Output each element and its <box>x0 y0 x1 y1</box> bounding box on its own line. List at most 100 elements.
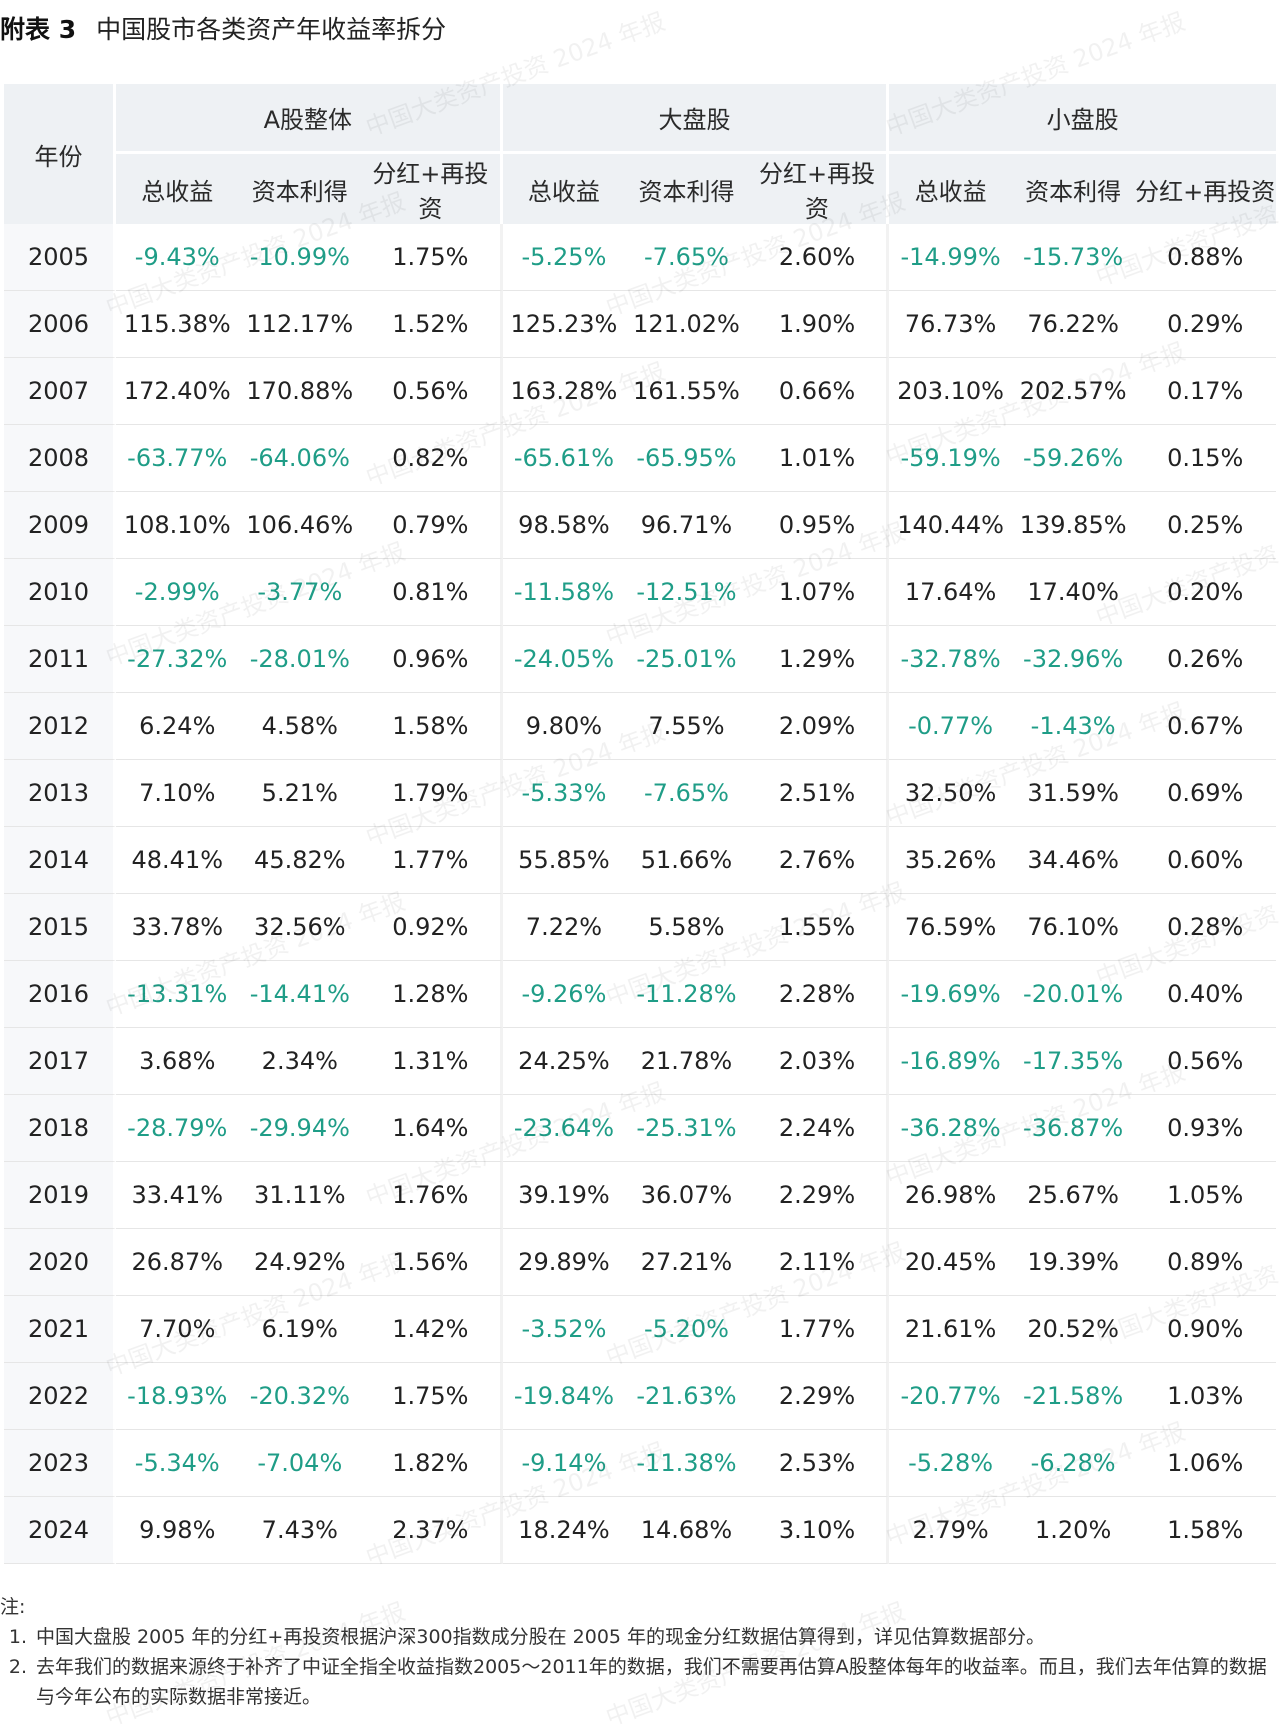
table-row: 2012 6.24% 4.58% 1.58% 9.80% 7.55% 2.09% -0.77%… <box>4 693 1276 760</box>
year-cell: 2009 <box>4 492 116 559</box>
capital-gain-cell: 31.59% <box>1011 760 1135 827</box>
dividend-reinvest-cell: 1.75% <box>361 1363 503 1430</box>
year-cell: 2019 <box>4 1162 116 1229</box>
dividend-reinvest-cell: 1.42% <box>361 1296 503 1363</box>
year-cell: 2018 <box>4 1095 116 1162</box>
capital-gain-cell: 51.66% <box>625 827 748 894</box>
total-return-cell: -20.77% <box>889 1363 1012 1430</box>
note-item: 1. 中国大盘股 2005 年的分红+再投资根据沪深300指数成分股在 2005… <box>0 1622 1276 1652</box>
dividend-reinvest-cell: 1.03% <box>1134 1363 1276 1430</box>
total-return-cell: 20.45% <box>889 1229 1012 1296</box>
year-cell: 2021 <box>4 1296 116 1363</box>
table-row: 2016 -13.31% -14.41% 1.28% -9.26% -11.28% 2.28… <box>4 961 1276 1028</box>
table-row: 2008 -63.77% -64.06% 0.82% -65.61% -65.95% 1.0… <box>4 425 1276 492</box>
dividend-reinvest-cell: 2.28% <box>747 961 890 1028</box>
total-return-cell: -2.99% <box>115 559 239 626</box>
table-row: 2019 33.41% 31.11% 1.76% 39.19% 36.07% 2.29% 26… <box>4 1162 1276 1229</box>
total-return-cell: -16.89% <box>889 1028 1012 1095</box>
capital-gain-cell: 5.58% <box>625 894 748 961</box>
dividend-reinvest-cell: 0.93% <box>1134 1095 1276 1162</box>
total-return-cell: -5.25% <box>502 224 626 291</box>
total-return-cell: 33.78% <box>115 894 239 961</box>
total-return-cell: -36.28% <box>889 1095 1012 1162</box>
subheader-total-return: 总收益 <box>115 154 239 224</box>
dividend-reinvest-cell: 1.77% <box>747 1296 890 1363</box>
dividend-reinvest-cell: 2.24% <box>747 1095 890 1162</box>
table-row: 2023 -5.34% -7.04% 1.82% -9.14% -11.38% 2.53% -… <box>4 1430 1276 1497</box>
capital-gain-cell: -7.04% <box>238 1430 362 1497</box>
capital-gain-cell: 161.55% <box>625 358 748 425</box>
capital-gain-cell: 24.92% <box>238 1229 362 1296</box>
capital-gain-cell: 27.21% <box>625 1229 748 1296</box>
total-return-cell: 172.40% <box>115 358 239 425</box>
capital-gain-cell: -12.51% <box>625 559 748 626</box>
capital-gain-cell: 76.10% <box>1011 894 1135 961</box>
year-cell: 2006 <box>4 291 116 358</box>
capital-gain-cell: 121.02% <box>625 291 748 358</box>
table-row: 2021 7.70% 6.19% 1.42% -3.52% -5.20% 1.77% 21.6… <box>4 1296 1276 1363</box>
note-item: 2. 去年我们的数据来源终于补齐了中证全指全收益指数2005～2011年的数据，… <box>0 1652 1276 1712</box>
total-return-cell: 18.24% <box>502 1497 626 1564</box>
total-return-cell: 26.87% <box>115 1229 239 1296</box>
dividend-reinvest-cell: 0.26% <box>1134 626 1276 693</box>
total-return-cell: 115.38% <box>115 291 239 358</box>
table-number: 附表 3 <box>0 15 77 44</box>
dividend-reinvest-cell: 1.01% <box>747 425 890 492</box>
capital-gain-cell: -20.01% <box>1011 961 1135 1028</box>
capital-gain-cell: 19.39% <box>1011 1229 1135 1296</box>
total-return-cell: 24.25% <box>502 1028 626 1095</box>
capital-gain-cell: -59.26% <box>1011 425 1135 492</box>
total-return-cell: -3.52% <box>502 1296 626 1363</box>
capital-gain-cell: -25.01% <box>625 626 748 693</box>
year-cell: 2023 <box>4 1430 116 1497</box>
table-row: 2022 -18.93% -20.32% 1.75% -19.84% -21.63% 2.2… <box>4 1363 1276 1430</box>
total-return-cell: -9.14% <box>502 1430 626 1497</box>
subheader-total-return: 总收益 <box>889 154 1012 224</box>
capital-gain-cell: 36.07% <box>625 1162 748 1229</box>
total-return-cell: -5.34% <box>115 1430 239 1497</box>
capital-gain-cell: -6.28% <box>1011 1430 1135 1497</box>
total-return-cell: -59.19% <box>889 425 1012 492</box>
capital-gain-cell: -11.28% <box>625 961 748 1028</box>
year-cell: 2015 <box>4 894 116 961</box>
capital-gain-cell: 17.40% <box>1011 559 1135 626</box>
total-return-cell: 32.50% <box>889 760 1012 827</box>
dividend-reinvest-cell: 0.82% <box>361 425 503 492</box>
subheader-dividend-reinvest: 分红+再投资 <box>1134 154 1276 224</box>
dividend-reinvest-cell: 1.07% <box>747 559 890 626</box>
total-return-cell: -32.78% <box>889 626 1012 693</box>
year-column-header: 年份 <box>4 84 116 224</box>
dividend-reinvest-cell: 1.58% <box>361 693 503 760</box>
dividend-reinvest-cell: 0.81% <box>361 559 503 626</box>
subheader-capital-gain: 资本利得 <box>238 154 362 224</box>
total-return-cell: 163.28% <box>502 358 626 425</box>
total-return-cell: 125.23% <box>502 291 626 358</box>
dividend-reinvest-cell: 0.20% <box>1134 559 1276 626</box>
capital-gain-cell: -11.38% <box>625 1430 748 1497</box>
dividend-reinvest-cell: 0.90% <box>1134 1296 1276 1363</box>
total-return-cell: 2.79% <box>889 1497 1012 1564</box>
dividend-reinvest-cell: 0.95% <box>747 492 890 559</box>
dividend-reinvest-cell: 0.88% <box>1134 224 1276 291</box>
total-return-cell: 29.89% <box>502 1229 626 1296</box>
capital-gain-cell: -5.20% <box>625 1296 748 1363</box>
capital-gain-cell: 139.85% <box>1011 492 1135 559</box>
capital-gain-cell: -28.01% <box>238 626 362 693</box>
table-row: 2024 9.98% 7.43% 2.37% 18.24% 14.68% 3.10% 2.79… <box>4 1497 1276 1564</box>
group-header-large-cap: 大盘股 <box>502 84 890 154</box>
total-return-cell: 76.59% <box>889 894 1012 961</box>
dividend-reinvest-cell: 0.66% <box>747 358 890 425</box>
capital-gain-cell: -15.73% <box>1011 224 1135 291</box>
total-return-cell: 7.70% <box>115 1296 239 1363</box>
dividend-reinvest-cell: 1.75% <box>361 224 503 291</box>
capital-gain-cell: -21.63% <box>625 1363 748 1430</box>
capital-gain-cell: 31.11% <box>238 1162 362 1229</box>
capital-gain-cell: -1.43% <box>1011 693 1135 760</box>
dividend-reinvest-cell: 0.92% <box>361 894 503 961</box>
capital-gain-cell: 32.56% <box>238 894 362 961</box>
capital-gain-cell: -64.06% <box>238 425 362 492</box>
capital-gain-cell: 6.19% <box>238 1296 362 1363</box>
capital-gain-cell: -20.32% <box>238 1363 362 1430</box>
total-return-cell: 21.61% <box>889 1296 1012 1363</box>
